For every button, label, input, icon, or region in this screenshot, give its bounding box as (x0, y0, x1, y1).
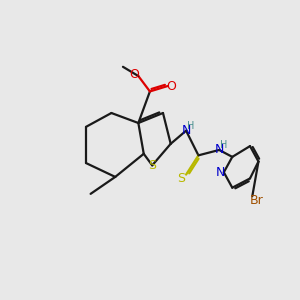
Text: O: O (130, 68, 140, 81)
Text: Br: Br (250, 194, 264, 206)
Text: N: N (215, 166, 225, 179)
Text: N: N (182, 124, 191, 137)
Text: S: S (177, 172, 185, 185)
Text: H: H (220, 140, 227, 150)
Text: H: H (187, 121, 194, 131)
Text: S: S (148, 159, 156, 172)
Text: N: N (214, 143, 224, 157)
Text: O: O (167, 80, 176, 92)
